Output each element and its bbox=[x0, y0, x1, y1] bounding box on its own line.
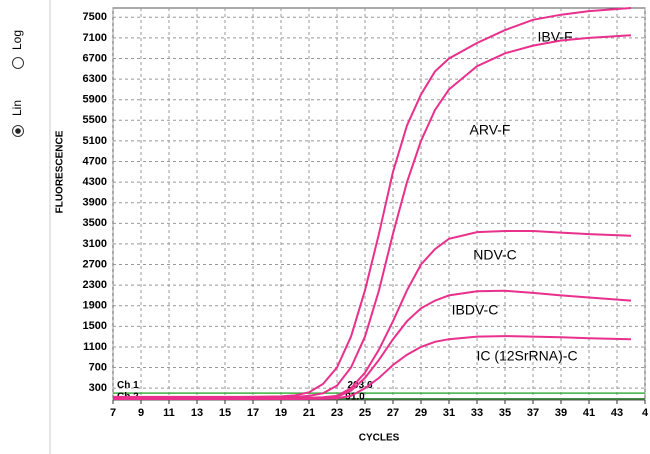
series-line bbox=[113, 335, 632, 400]
x-tick-label: 13 bbox=[191, 407, 203, 419]
x-tick-label: 11 bbox=[163, 407, 175, 419]
x-tick-label: 9 bbox=[138, 407, 144, 419]
series-label: ARV-F bbox=[470, 122, 511, 138]
x-tick-label: 25 bbox=[359, 407, 371, 419]
y-tick-label: 1500 bbox=[83, 320, 107, 332]
y-tick-label: 2300 bbox=[83, 279, 107, 291]
y-tick-label: 3900 bbox=[83, 197, 107, 209]
y-tick-label: 4300 bbox=[83, 176, 107, 188]
x-tick-label: 31 bbox=[443, 407, 455, 419]
y-tick-label: 5100 bbox=[83, 135, 107, 147]
series-label: IC (12SrRNA)-C bbox=[476, 348, 577, 364]
y-tick-label: 7100 bbox=[83, 32, 107, 44]
y-axis-label: FLUORESCENCE bbox=[55, 130, 66, 213]
x-tick-label: 39 bbox=[555, 407, 567, 419]
threshold-value: 91.0 bbox=[345, 392, 365, 403]
x-tick-label: 33 bbox=[471, 407, 483, 419]
log-option-label: Log bbox=[10, 30, 24, 50]
y-tick-label: 3100 bbox=[83, 238, 107, 250]
log-radio[interactable] bbox=[12, 57, 24, 69]
x-tick-label: 29 bbox=[415, 407, 427, 419]
x-tick-label: 15 bbox=[219, 407, 231, 419]
y-tick-label: 700 bbox=[89, 361, 107, 373]
radio-selected bbox=[15, 128, 21, 134]
x-tick-label: 37 bbox=[527, 407, 539, 419]
x-tick-label: 21 bbox=[303, 407, 315, 419]
x-tick-label: 41 bbox=[583, 407, 595, 419]
x-tick-label: 4 bbox=[642, 407, 649, 419]
y-tick-label: 6700 bbox=[83, 52, 107, 64]
y-tick-label: 1100 bbox=[83, 341, 107, 353]
lin-option-label: Lin bbox=[10, 100, 24, 116]
plot-area bbox=[112, 7, 646, 401]
threshold-value: 203.6 bbox=[347, 380, 372, 391]
y-tick-label: 3500 bbox=[83, 217, 107, 229]
x-tick-label: 27 bbox=[387, 407, 399, 419]
y-tick-label: 1900 bbox=[83, 300, 107, 312]
y-tick-label: 4700 bbox=[83, 155, 107, 167]
x-tick-label: 43 bbox=[611, 407, 623, 419]
x-tick-label: 17 bbox=[247, 407, 259, 419]
x-tick-label: 19 bbox=[275, 407, 287, 419]
threshold-name: Ch 1 bbox=[117, 380, 139, 391]
x-tick-label: 7 bbox=[110, 407, 116, 419]
x-tick-label: 23 bbox=[331, 407, 343, 419]
y-tick-label: 5500 bbox=[83, 114, 107, 126]
y-tick-label: 7500 bbox=[83, 11, 107, 23]
y-tick-label: 5900 bbox=[83, 94, 107, 106]
x-tick-label: 35 bbox=[499, 407, 511, 419]
series-label: IBDV-C bbox=[452, 302, 499, 318]
y-tick-label: 2700 bbox=[83, 258, 107, 270]
x-axis-label: CYCLES bbox=[359, 433, 400, 444]
y-tick-label: 300 bbox=[89, 382, 107, 394]
y-tick-label: 6300 bbox=[83, 73, 107, 85]
series-label: NDV-C bbox=[473, 247, 517, 263]
